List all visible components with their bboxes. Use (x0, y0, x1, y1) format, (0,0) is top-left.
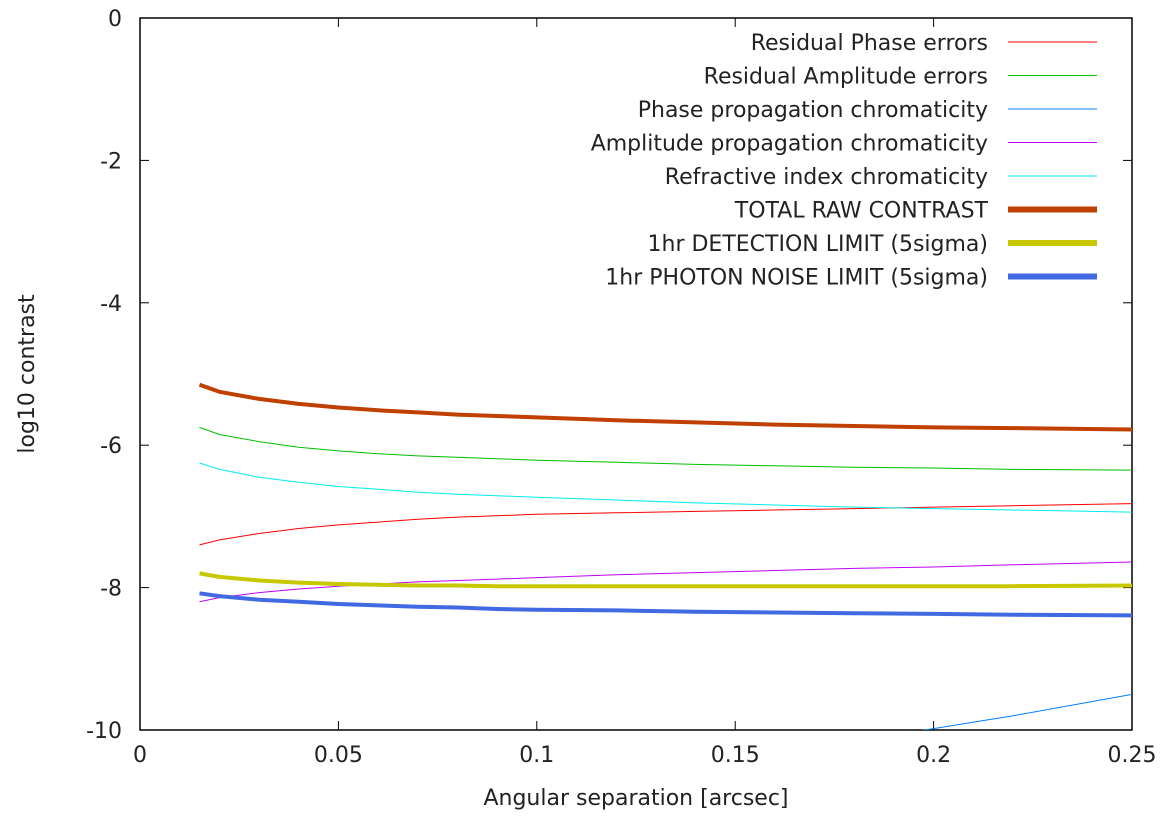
legend: Residual Phase errors Residual Amplitude … (591, 31, 1097, 291)
legend-label: 1hr DETECTION LIMIT (5sigma) (648, 232, 988, 257)
x-axis-title: Angular separation [arcsec] (483, 786, 788, 811)
x-tick-label: 0.15 (711, 743, 760, 768)
x-tick-label: 0.1 (519, 743, 554, 768)
x-tick-label: 0.25 (1108, 743, 1157, 768)
plot-frame (139, 17, 1133, 731)
legend-label: Phase propagation chromaticity (638, 98, 988, 123)
y-tick-label: -8 (100, 577, 122, 602)
legend-label: Amplitude propagation chromaticity (591, 132, 988, 157)
series-line-5 (199, 462, 1132, 513)
y-tick-label: -2 (100, 149, 122, 174)
legend-label: Residual Phase errors (751, 31, 988, 56)
legend-label: Refractive index chromaticity (665, 165, 988, 190)
series-line-6 (198, 382, 1132, 432)
series-lines (198, 382, 1132, 730)
y-tick-label: 0 (108, 7, 122, 32)
series-line-7 (199, 571, 1132, 589)
y-tick-label: -10 (86, 719, 122, 744)
series-line-4 (199, 561, 1132, 603)
y-axis: 0 -2 -4 -6 -8 -10 (86, 7, 1132, 744)
y-axis-title: log10 contrast (15, 294, 40, 454)
x-tick-label: 0.05 (314, 743, 363, 768)
x-axis: 0 0.05 0.1 0.15 0.2 0.25 (133, 18, 1156, 768)
series-line-8 (199, 591, 1132, 618)
y-tick-label: -4 (100, 292, 122, 317)
series-line-2 (199, 426, 1132, 471)
y-tick-label: -6 (100, 434, 122, 459)
x-tick-label: 0 (133, 743, 147, 768)
legend-label: 1hr PHOTON NOISE LIMIT (5sigma) (605, 266, 988, 291)
legend-label: TOTAL RAW CONTRAST (734, 199, 989, 224)
x-tick-label: 0.2 (916, 743, 951, 768)
legend-label: Residual Amplitude errors (704, 65, 988, 90)
